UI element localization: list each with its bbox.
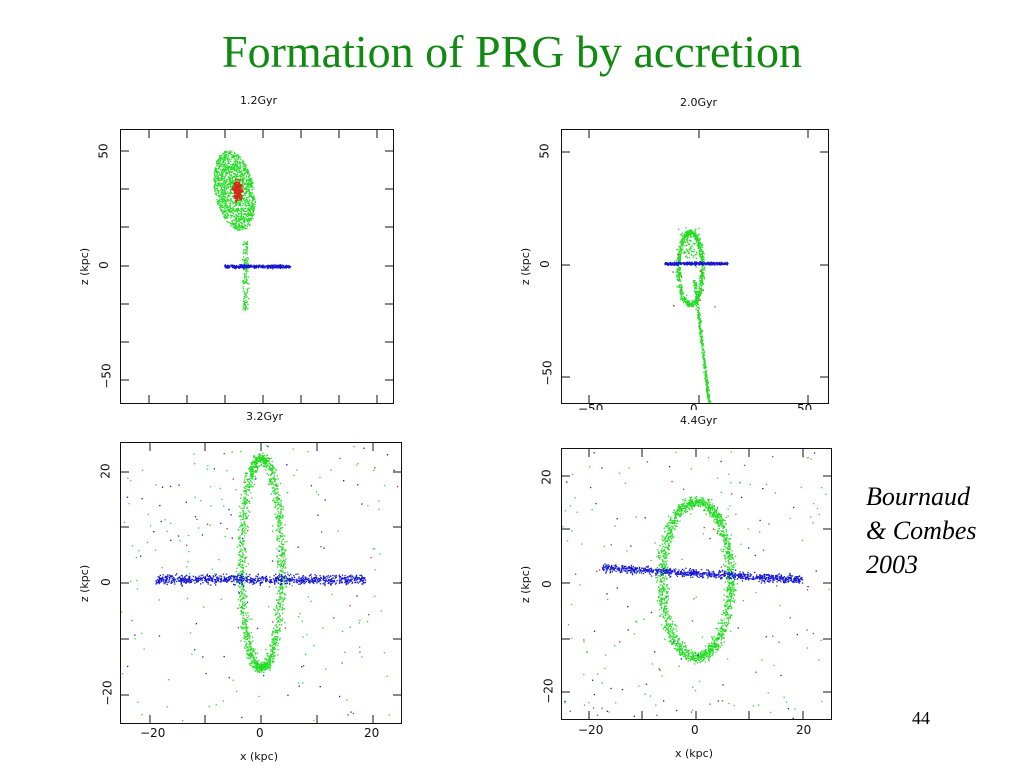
panel-2-xtick-mid: 0 [690,402,698,410]
panel-2-title: 2.0Gyr [680,96,718,109]
slide-title: Formation of PRG by accretion [221,26,802,77]
citation-line-3: 2003 [866,550,918,579]
panel-1-scatter [121,130,393,403]
page-number: 44 [912,708,930,728]
panel-3-plot [120,442,402,724]
panel-4-xlabel: x (kpc) [675,747,713,760]
panel-1-ytick-bottom: −50 [99,363,114,389]
panel-1-ytick-mid: 0 [96,261,111,269]
panel-4-ytick-bottom: −20 [541,678,556,704]
panel-2-ytick-mid: 0 [537,260,552,268]
panel-3-ytick-top: 20 [98,463,113,479]
panel-2-ytick-top: 50 [537,143,552,159]
citation-line-2: & Combes [866,516,977,545]
panel-2-xtick-right: 50 [797,402,813,410]
panel-3-ytick-mid: 0 [98,578,113,586]
panel-2-scatter [562,130,828,403]
panel-2-plot [561,129,829,404]
panel-3-scatter [121,443,401,723]
panel-1-ylabel: z (kpc) [78,247,92,286]
panel-4-title: 4.4Gyr [680,414,718,427]
panel-4-ytick-mid: 0 [539,580,554,588]
panel-1-title: 1.2Gyr [240,94,278,107]
panel-3-xtick-mid: 0 [256,726,264,740]
panel-1-ytick-top: 50 [96,143,111,159]
panel-4-scatter [562,449,831,719]
panel-3-ylabel: z (kpc) [78,564,92,603]
panel-4-xtick-left: −20 [578,723,604,737]
citation: Bournaud & Combes 2003 [866,480,977,582]
panel-4-ylabel: z (kpc) [519,565,533,604]
panel-3-xtick-left: −20 [140,726,166,740]
panel-1-plot [120,129,394,404]
panel-2-ytick-bottom: −50 [540,360,555,386]
panel-2-ylabel: z (kpc) [519,247,533,286]
panel-4-ytick-top: 20 [539,469,554,485]
panel-4-xtick-right: 20 [796,723,812,737]
panel-3-xtick-right: 20 [364,726,380,740]
citation-line-1: Bournaud [866,482,970,511]
panel-2-xtick-left: −50 [578,402,604,410]
panel-4-plot [561,448,832,720]
panel-3-xlabel: x (kpc) [240,750,278,763]
panel-4-xtick-mid: 0 [691,723,699,737]
panel-3-title: 3.2Gyr [246,410,284,423]
panel-3-ytick-bottom: −20 [100,680,115,706]
